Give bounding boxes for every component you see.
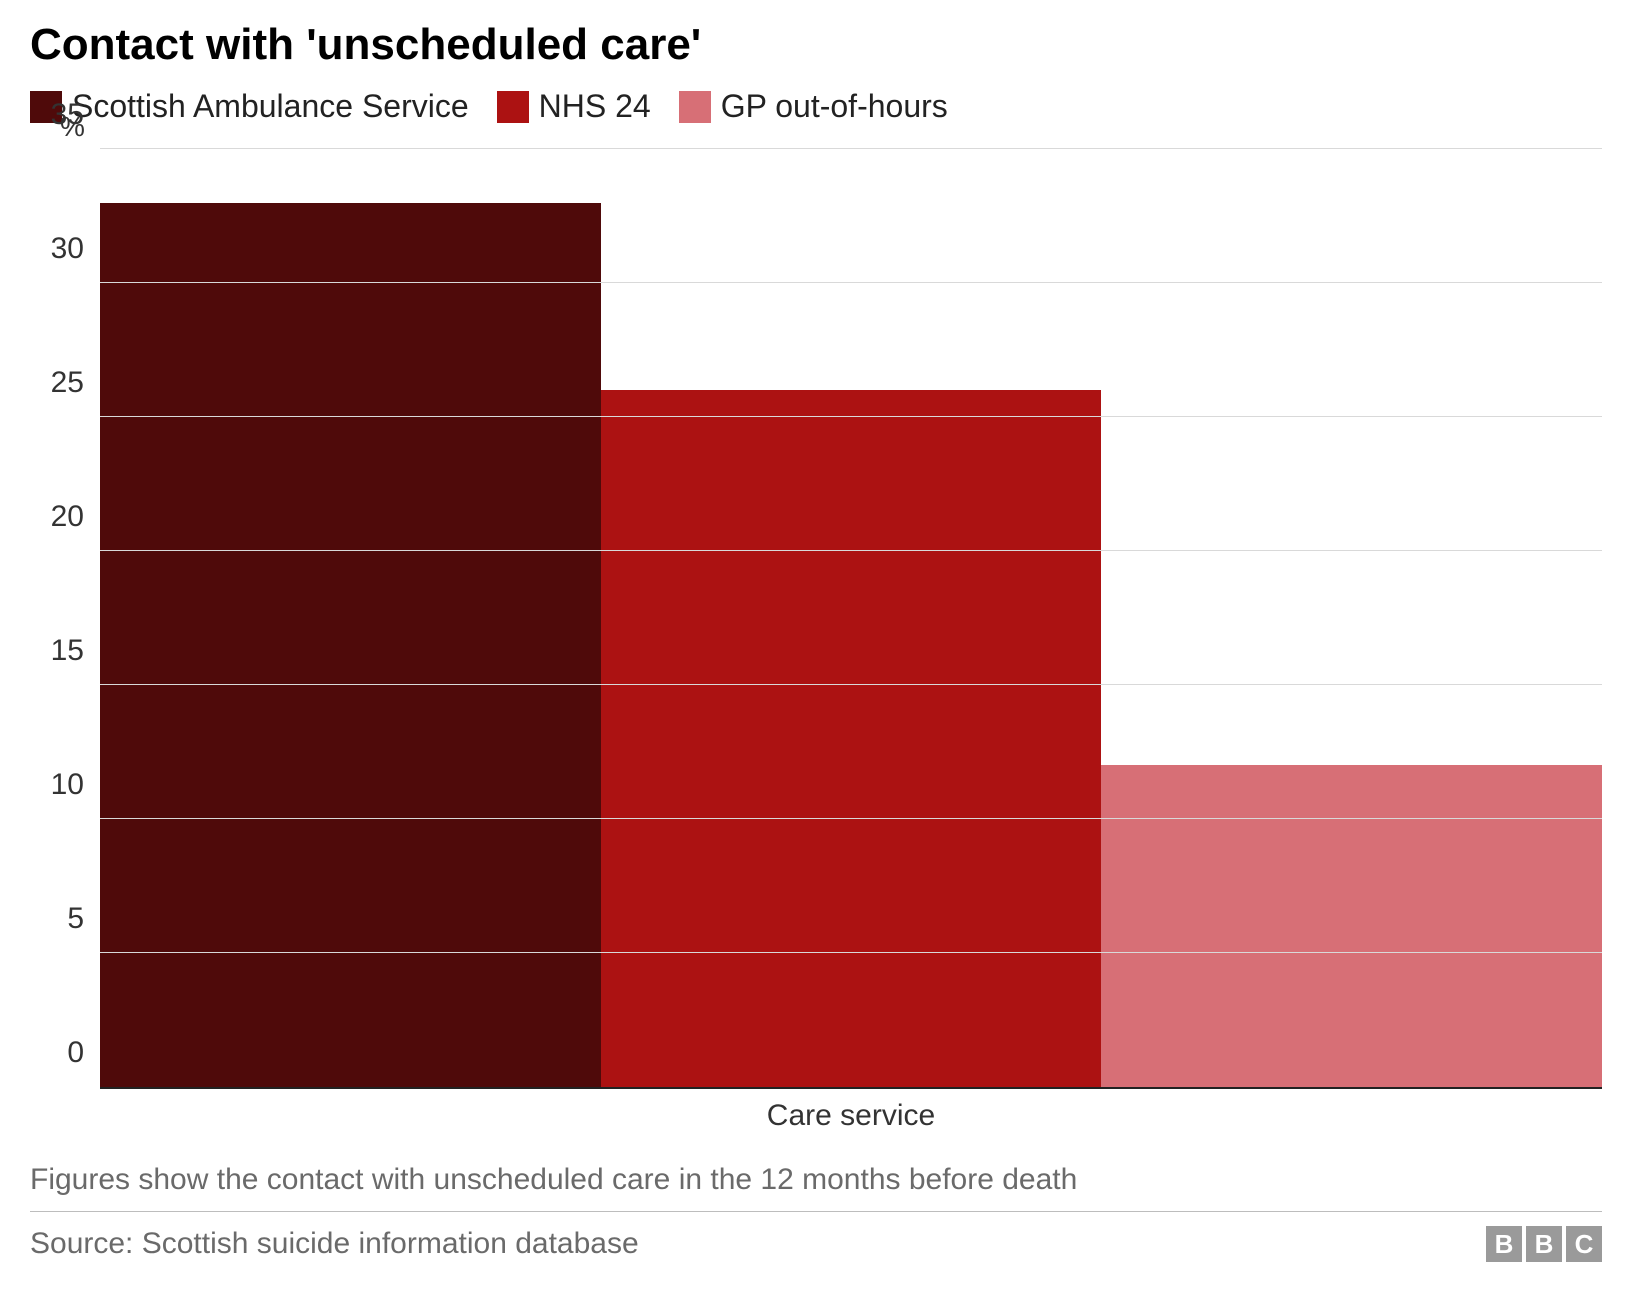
bar [601,390,1102,1087]
legend-label: Scottish Ambulance Service [72,88,469,125]
bar [1101,765,1602,1087]
legend-label: GP out-of-hours [721,88,948,125]
bbc-logo: B B C [1486,1226,1602,1262]
bar [100,203,601,1087]
y-tick-label: 10 [51,768,84,802]
y-tick-label: 20 [51,500,84,534]
legend-item: Scottish Ambulance Service [30,88,469,125]
chart-container: Contact with 'unscheduled care' Scottish… [0,0,1632,1312]
legend-item: GP out-of-hours [679,88,948,125]
gridline [100,952,1602,953]
legend-swatch [679,91,711,123]
bars-group [100,149,1602,1087]
chart-title: Contact with 'unscheduled care' [30,20,1602,70]
gridline [100,282,1602,283]
y-tick-label: 25 [51,366,84,400]
source-row: Source: Scottish suicide information dat… [30,1226,1602,1262]
footnote-text: Figures show the contact with unschedule… [30,1163,1602,1212]
gridline [100,148,1602,149]
legend-item: NHS 24 [497,88,651,125]
gridline [100,684,1602,685]
plot-wrapper: % 05101520253035 [100,149,1602,1089]
legend-swatch [497,91,529,123]
bbc-logo-letter: C [1566,1226,1602,1262]
gridline [100,818,1602,819]
legend-label: NHS 24 [539,88,651,125]
source-text: Source: Scottish suicide information dat… [30,1227,639,1261]
x-axis-label: Care service [100,1099,1602,1133]
y-tick-label: 15 [51,634,84,668]
legend: Scottish Ambulance Service NHS 24 GP out… [30,88,1602,125]
gridline [100,416,1602,417]
chart-footer: Figures show the contact with unschedule… [30,1163,1602,1262]
gridline [100,550,1602,551]
bbc-logo-letter: B [1526,1226,1562,1262]
plot-area: 05101520253035 [100,149,1602,1089]
y-tick-label: 30 [51,232,84,266]
y-tick-label: 35 [51,98,84,132]
y-tick-label: 5 [67,902,84,936]
y-tick-label: 0 [67,1036,84,1070]
bbc-logo-letter: B [1486,1226,1522,1262]
